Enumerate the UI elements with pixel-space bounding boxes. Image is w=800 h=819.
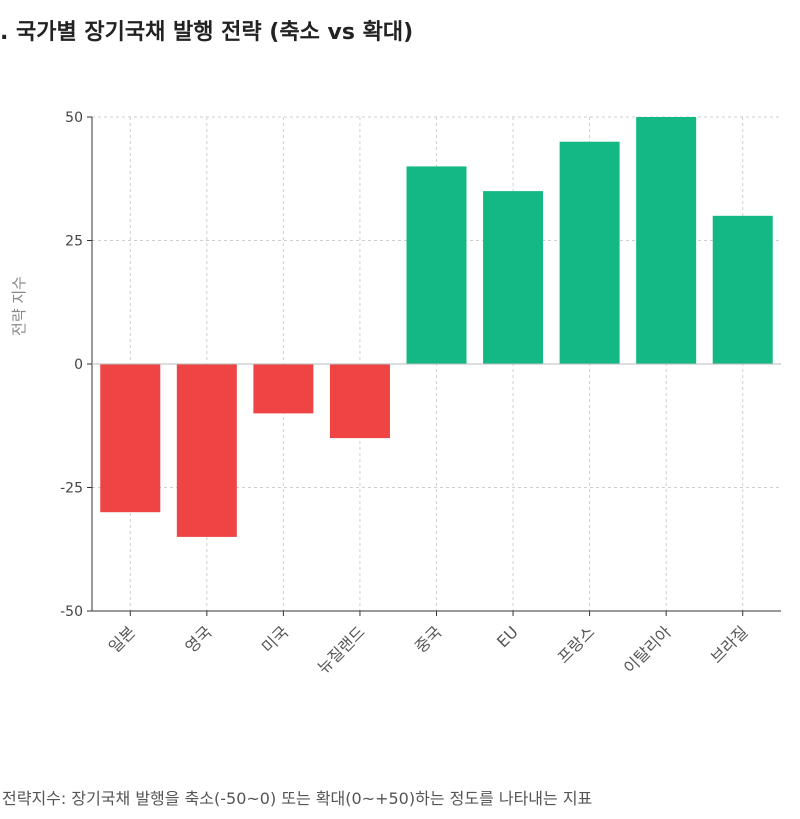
x-tick-label: 뉴질랜드 [314, 622, 369, 677]
x-tick-label: 일본 [105, 622, 139, 656]
bar-4 [406, 166, 467, 364]
bar-7 [636, 117, 697, 364]
y-tick-label: 50 [65, 110, 83, 126]
bar-1 [176, 364, 237, 537]
y-axis-label: 전략 지수 [10, 276, 28, 336]
bar-3 [329, 364, 390, 439]
bars [100, 117, 773, 537]
bar-6 [559, 141, 620, 364]
y-tick-label: 25 [65, 234, 83, 250]
y-tick-label: -25 [60, 481, 83, 497]
bar-2 [253, 364, 314, 414]
bar-0 [100, 364, 161, 513]
bar-5 [483, 191, 544, 364]
footnote: 전략지수: 장기국채 발행을 축소(-50~0) 또는 확대(0~+50)하는 … [2, 789, 593, 808]
x-tick-label: EU [493, 622, 522, 651]
x-tick-label: 영국 [181, 622, 215, 656]
bar-chart: 50 25 0 -25 -50 일본 영국 미국 뉴질랜드 중국 EU 프랑스 이탈리아 브라질 전략 … [10, 110, 781, 677]
x-tick-label: 브라질 [707, 622, 752, 667]
x-tick-label: 이탈리아 [620, 622, 675, 677]
x-tick-label: 미국 [258, 622, 292, 656]
y-ticks: 50 25 0 -25 -50 [60, 110, 92, 620]
x-tick-label: 중국 [411, 622, 445, 656]
chart-title: . 국가별 장기국채 발행 전략 (축소 vs 확대) [0, 20, 414, 45]
bar-8 [712, 215, 773, 364]
x-ticks: 일본 영국 미국 뉴질랜드 중국 EU 프랑스 이탈리아 브라질 [105, 611, 752, 677]
y-tick-label: 0 [74, 357, 83, 373]
y-tick-label: -50 [60, 604, 83, 620]
x-tick-label: 프랑스 [554, 622, 599, 667]
